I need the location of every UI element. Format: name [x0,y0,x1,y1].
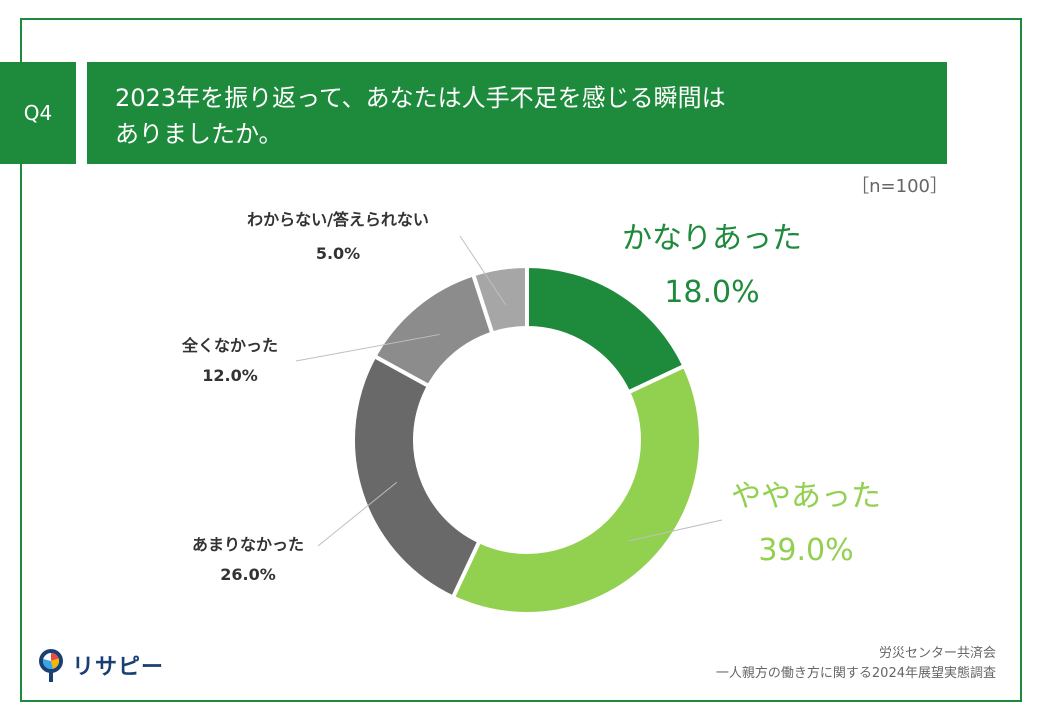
leader-line-5 [459,235,506,305]
slice-value-label-5: 5.0% [316,244,360,263]
question-title-line-2: ありましたか。 [115,120,283,148]
leader-lines [295,235,723,547]
slice-category-label-4: 全くなかった [181,336,278,355]
slice-value-label-3: 26.0% [220,565,276,584]
question-number-badge: Q4 [0,62,76,164]
question-title-line-1: 2023年を振り返って、あなたは人手不足を感じる瞬間は [115,84,726,112]
risapi-logo: リサピー [36,647,164,683]
credit-line-2: 一人親方の働き方に関する2024年展望実態調査 [715,666,996,681]
sample-size-label: ［n=100］ [851,176,948,197]
donut-slice-2 [450,363,703,616]
slice-category-label-5: わからない/答えられない [247,210,429,229]
slice-value-label-2: 39.0% [758,533,853,568]
leader-line-3 [317,481,398,547]
slice-value-label-1: 18.0% [664,275,759,310]
leader-line-4 [295,333,440,362]
donut-slice-3 [351,353,482,601]
logo-text: リサピー [72,655,165,680]
question-title: 2023年を振り返って、あなたは人手不足を感じる瞬間は ありましたか。 [87,62,947,164]
donut-slice-1 [525,263,688,395]
leader-line-2 [628,519,723,542]
credit-line-1: 労災センター共済会 [878,646,996,661]
slice-value-label-4: 12.0% [202,366,258,385]
slice-category-label-2: ややあった [731,479,881,514]
slice-labels: かなりあった 18.0% ややあった 39.0% あまりなかった 26.0% 全くなかった 1… [181,210,881,584]
logo-pin-icon [39,649,63,682]
donut-slices [351,263,703,616]
donut-slice-5 [470,263,529,337]
slice-category-label-3: あまりなかった [192,535,304,554]
chart-frame [20,18,1022,702]
slice-category-label-1: かなりあった [622,221,802,256]
footer-credit: 労災センター共済会 一人親方の働き方に関する2024年展望実態調査 [716,644,996,684]
